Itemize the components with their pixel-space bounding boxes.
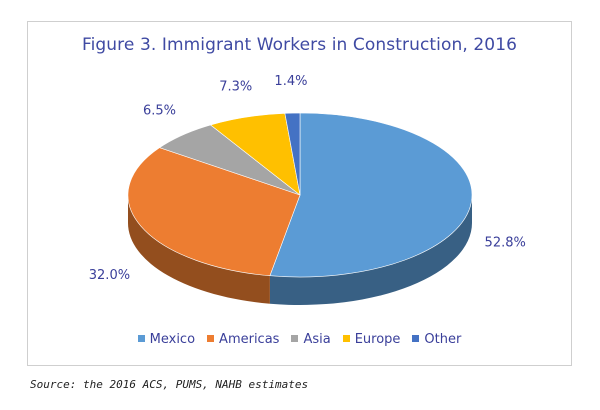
data-label-asia: 6.5%	[143, 104, 176, 119]
legend-label: Europe	[354, 332, 401, 347]
legend-label: Asia	[303, 332, 331, 347]
legend-item-other: Other	[412, 332, 461, 347]
data-label-mexico: 52.8%	[485, 236, 526, 251]
legend: Mexico Americas Asia Europe Other	[28, 332, 571, 347]
legend-label: Mexico	[149, 332, 196, 347]
pie-side-mexico	[269, 195, 472, 305]
pie-chart: 52.8% 32.0% 6.5% 7.3% 1.4%	[89, 74, 526, 305]
data-label-europe: 7.3%	[219, 79, 252, 94]
data-label-americas: 32.0%	[89, 268, 130, 283]
legend-item-americas: Americas	[207, 332, 279, 347]
source-note: Source: the 2016 ACS, PUMS, NAHB estimat…	[30, 378, 309, 391]
pie-slice-other	[284, 112, 301, 196]
legend-swatch	[207, 335, 215, 342]
chart-card: Figure 3. Immigrant Workers in Construct…	[27, 21, 572, 366]
pie-side-americas	[128, 195, 270, 304]
legend-swatch	[291, 335, 299, 342]
legend-label: Americas	[219, 332, 280, 347]
legend-swatch	[412, 335, 420, 342]
legend-item-asia: Asia	[291, 332, 331, 347]
data-label-other: 1.4%	[274, 74, 307, 89]
pie-slice-mexico	[269, 112, 473, 278]
legend-label: Other	[424, 332, 462, 347]
legend-item-europe: Europe	[342, 332, 401, 347]
chart-title: Figure 3. Immigrant Workers in Construct…	[81, 35, 518, 55]
pie-slice-americas	[127, 147, 301, 277]
legend-swatch	[137, 335, 145, 342]
legend-item-mexico: Mexico	[137, 332, 196, 347]
legend-swatch	[342, 335, 350, 342]
